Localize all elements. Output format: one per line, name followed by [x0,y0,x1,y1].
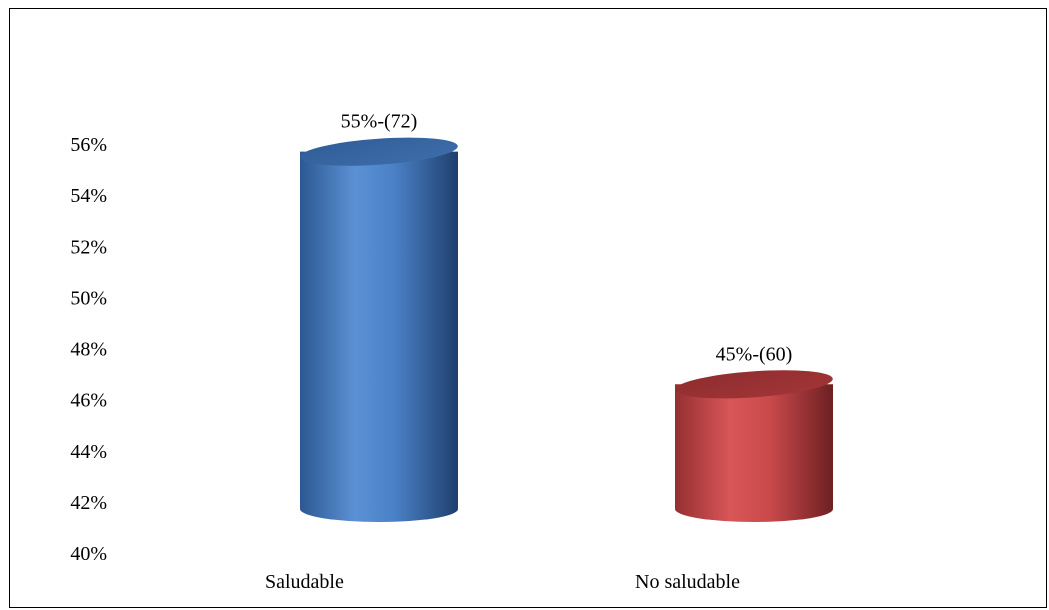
x-tick-label: Saludable [265,571,344,593]
y-tick-label: 40% [70,543,107,565]
data-label: 55%-(72) [341,111,418,133]
y-tick-label: 52% [70,236,107,258]
bar-body [675,384,833,522]
bar-0 [300,137,458,522]
y-tick-label: 48% [70,339,107,361]
x-axis-labels: Saludable No saludable [265,571,740,593]
bar-1 [675,370,833,522]
bar-top [300,137,458,166]
x-tick-label: No saludable [635,571,740,593]
y-tick-label: 42% [70,492,107,514]
bar-top [675,370,833,399]
y-axis-ticks: 56% 54% 52% 50% 48% 46% 44% 42% 40% [70,134,107,565]
data-label: 45%-(60) [716,343,793,365]
y-tick-label: 56% [70,134,107,156]
y-tick-label: 54% [70,185,107,207]
y-tick-label: 44% [70,441,107,463]
y-tick-label: 46% [70,390,107,412]
chart-frame [9,8,1047,608]
y-tick-label: 50% [70,287,107,309]
bars-group: 55%-(72) 45%-(60) [300,111,833,522]
bar-body [300,151,458,522]
